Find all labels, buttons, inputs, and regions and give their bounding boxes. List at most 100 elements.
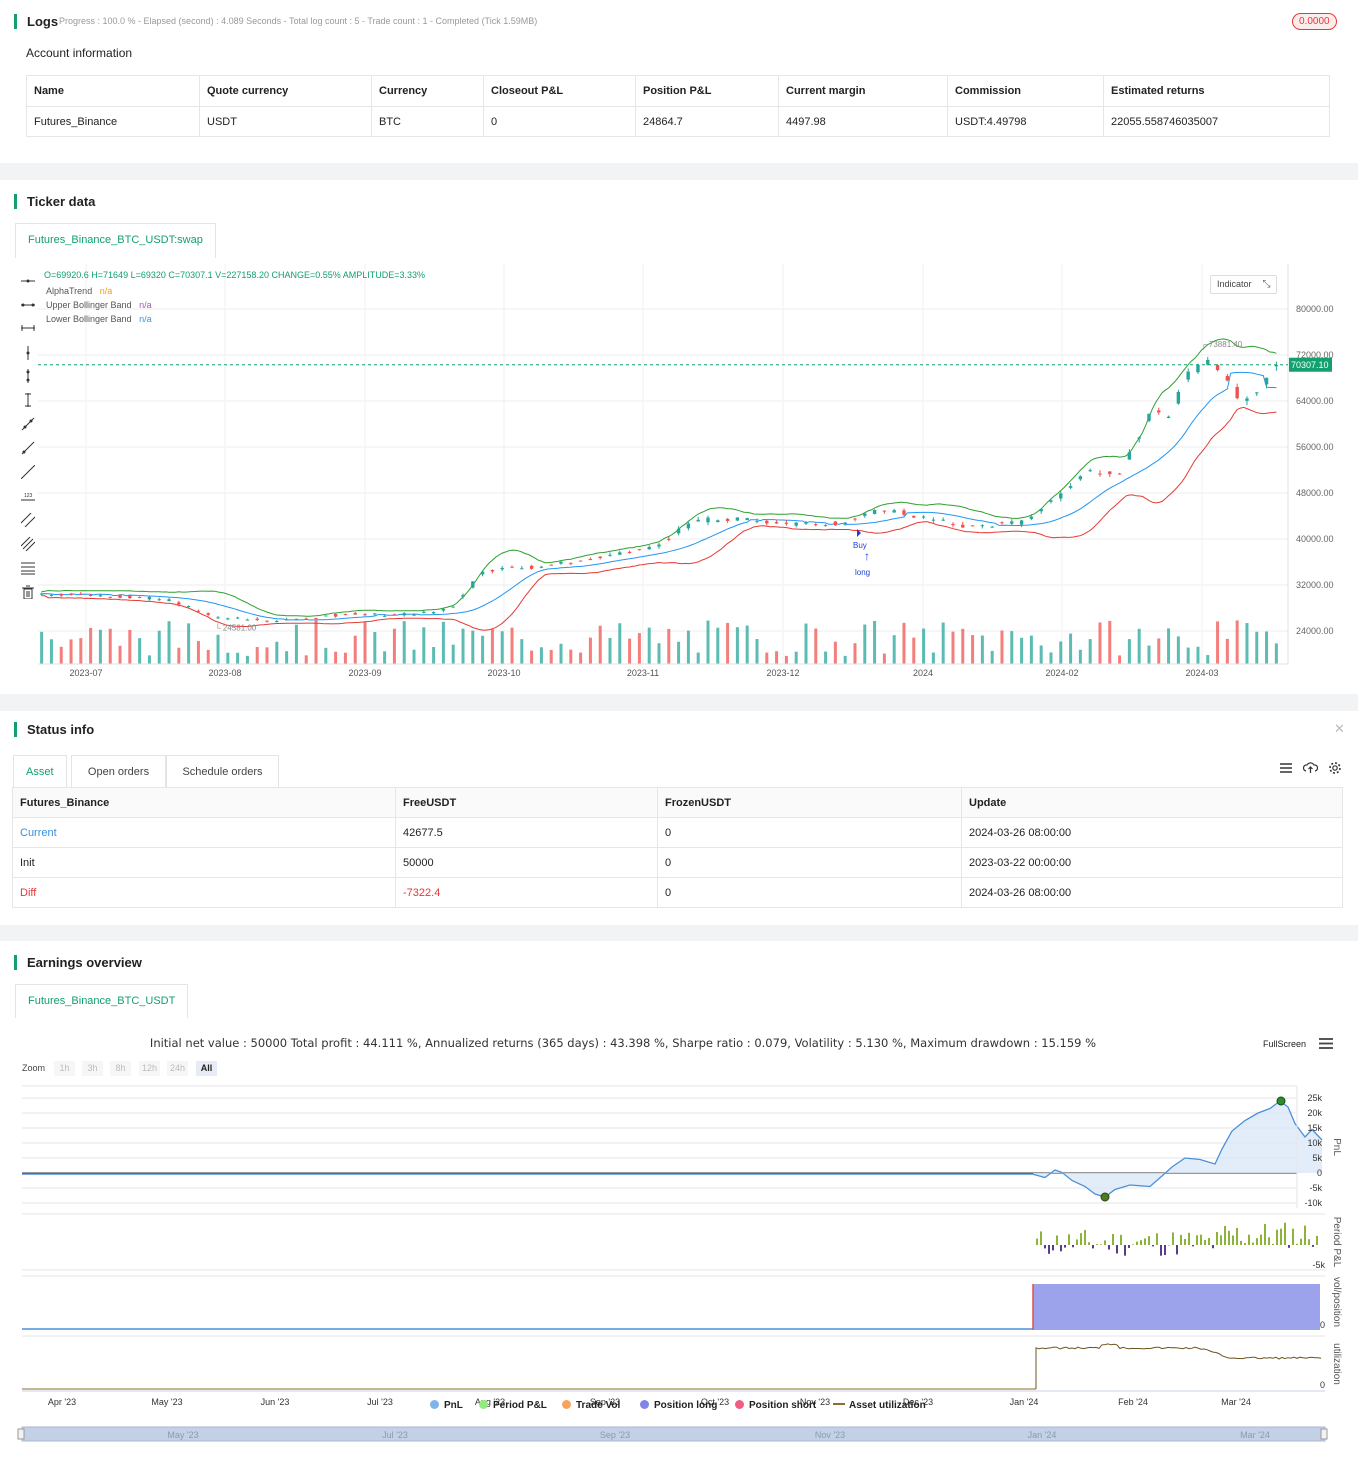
- price-tick-label: 72000.00: [1296, 350, 1334, 360]
- table-cell: 4497.98: [778, 106, 948, 137]
- volume-bar: [706, 620, 710, 664]
- volume-bar: [1088, 639, 1092, 664]
- candlestick-chart[interactable]: 80000.00 72000.00 64000.00 56000.00 48000.00…: [38, 264, 1343, 684]
- column-header: Position P&L: [635, 75, 779, 107]
- table-row: Diff -7322.4 0 2024-03-26 08:00:00: [12, 877, 1343, 908]
- volume-bar: [814, 628, 818, 664]
- navigator-tick-label: May '23: [167, 1430, 198, 1440]
- buy-label: Buy: [853, 541, 867, 550]
- collapse-icon[interactable]: ✕: [1334, 721, 1345, 736]
- volume-bar: [912, 637, 916, 664]
- long-arrow-icon: ↑: [864, 549, 870, 563]
- candle-body: [774, 521, 779, 524]
- date-tick-label: 2023-09: [348, 668, 381, 678]
- column-header: Estimated returns: [1103, 75, 1330, 107]
- zoom-3h-button[interactable]: 3h: [82, 1061, 103, 1076]
- horizontal-line-icon[interactable]: [21, 274, 35, 288]
- volume-bar: [1176, 636, 1180, 664]
- volume-bar: [275, 641, 279, 664]
- tab-ticker-symbol[interactable]: Futures_Binance_BTC_USDT:swap: [15, 223, 216, 258]
- zoom-1h-button[interactable]: 1h: [54, 1061, 75, 1076]
- upper-bollinger-band: [41, 338, 1277, 617]
- tab-schedule-orders[interactable]: Schedule orders: [166, 755, 279, 787]
- tab-asset[interactable]: Asset: [13, 755, 67, 787]
- cloud-upload-icon[interactable]: [1303, 761, 1318, 774]
- vertical-line-icon[interactable]: [21, 346, 35, 360]
- volume-bar: [353, 635, 357, 664]
- ray-line-icon[interactable]: [21, 441, 35, 455]
- menu-icon[interactable]: [1319, 1038, 1333, 1049]
- parallel-channel-icon[interactable]: [21, 513, 35, 527]
- fibonacci-retracement-icon[interactable]: [21, 561, 35, 575]
- candle-body: [186, 605, 191, 607]
- gear-icon[interactable]: [1328, 761, 1342, 775]
- zoom-all-button[interactable]: All: [196, 1061, 217, 1076]
- status-title: Status info: [14, 722, 94, 737]
- candle-body: [598, 556, 602, 558]
- earnings-chart[interactable]: 25k 20k 15k 10k 5k 0 -5k -10k -5k 0 0 PnL Period P&L…: [0, 1080, 1358, 1465]
- candle-body: [980, 525, 985, 527]
- period-pnl-bar: [1068, 1234, 1070, 1245]
- indicator-lower-band: Lower Bollinger Band n/a: [46, 312, 152, 326]
- candle-body: [902, 510, 906, 515]
- zoom-8h-button[interactable]: 8h: [110, 1061, 131, 1076]
- legend-item-trade-vol[interactable]: Trade Vol: [562, 1400, 620, 1411]
- volume-bar: [1118, 655, 1122, 664]
- legend-item-position-short[interactable]: Position short: [735, 1400, 816, 1411]
- volume-bar: [618, 623, 622, 664]
- legend-item-period-pnl[interactable]: Period P&L: [479, 1400, 547, 1411]
- price-tick-label: 64000.00: [1296, 396, 1334, 406]
- tab-open-orders[interactable]: Open orders: [71, 755, 166, 787]
- volume-bar: [677, 641, 681, 664]
- legend-item-position-long[interactable]: Position long: [640, 1400, 717, 1411]
- volume-bar: [471, 630, 475, 664]
- volume-bar: [128, 629, 132, 664]
- horizontal-ray-icon[interactable]: [21, 298, 35, 312]
- candle-body: [343, 614, 348, 616]
- period-pnl-bar: [1080, 1233, 1082, 1245]
- x-tick-label: Aug '23: [475, 1397, 505, 1407]
- candle-body: [1127, 452, 1132, 460]
- candle-body: [422, 611, 426, 613]
- zoom-24h-button[interactable]: 24h: [167, 1061, 188, 1076]
- column-header: Update: [961, 787, 1343, 818]
- legend-item-asset-utilization[interactable]: Asset utilization: [833, 1400, 926, 1411]
- logs-title: Logs: [14, 14, 58, 29]
- period-pnl-bar: [1260, 1234, 1262, 1245]
- period-pnl-bar: [1108, 1245, 1110, 1250]
- price-tick-label: 32000.00: [1296, 580, 1334, 590]
- list-icon[interactable]: [1279, 762, 1293, 774]
- vertical-segment-icon[interactable]: [21, 393, 35, 407]
- zoom-12h-button[interactable]: 12h: [139, 1061, 160, 1076]
- straight-line-icon[interactable]: [21, 465, 35, 479]
- candle-body: [627, 551, 632, 554]
- trend-line-icon[interactable]: [21, 417, 35, 431]
- candle-body: [284, 619, 289, 621]
- period-pnl-bar: [1252, 1242, 1254, 1245]
- fibonacci-channel-icon[interactable]: [21, 537, 35, 551]
- trash-icon[interactable]: [21, 585, 35, 599]
- period-pnl-bar: [1200, 1234, 1202, 1245]
- period-pnl-bar: [1164, 1245, 1166, 1256]
- volume-bar: [804, 623, 808, 664]
- horizontal-segment-icon[interactable]: [21, 321, 35, 335]
- column-header: Commission: [947, 75, 1104, 107]
- legend-label: Position short: [749, 1400, 817, 1411]
- price-line-icon[interactable]: 123: [21, 489, 35, 503]
- tab-earnings-symbol[interactable]: Futures_Binance_BTC_USDT: [15, 984, 189, 1018]
- period-pnl-bar: [1208, 1237, 1210, 1245]
- period-pnl-bar: [1280, 1228, 1282, 1245]
- period-pnl-bar: [1304, 1225, 1306, 1245]
- vertical-ray-icon[interactable]: [21, 369, 35, 383]
- period-pnl-bar: [1192, 1245, 1194, 1247]
- legend-item-pnl[interactable]: PnL: [430, 1400, 463, 1411]
- fullscreen-button[interactable]: FullScreen: [1263, 1039, 1307, 1049]
- volume-bar: [1010, 631, 1014, 664]
- volume-bar: [1196, 646, 1200, 664]
- candle-body: [128, 595, 132, 599]
- indicator-button[interactable]: Indicator ⤡: [1210, 275, 1277, 294]
- period-pnl-bar: [1100, 1244, 1102, 1245]
- axis-title: vol/position: [1331, 1277, 1342, 1327]
- volume-bar: [285, 651, 289, 664]
- period-pnl-bar: [1104, 1240, 1106, 1245]
